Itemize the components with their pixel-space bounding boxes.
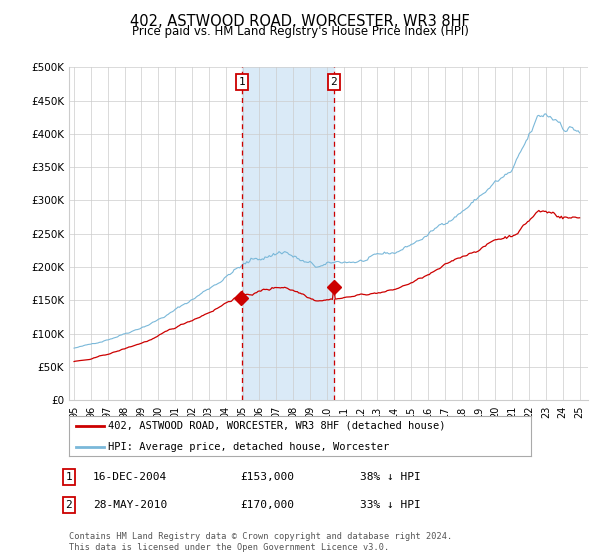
Text: 2: 2 — [331, 77, 337, 87]
Text: 16-DEC-2004: 16-DEC-2004 — [93, 472, 167, 482]
Text: 38% ↓ HPI: 38% ↓ HPI — [360, 472, 421, 482]
Text: 28-MAY-2010: 28-MAY-2010 — [93, 500, 167, 510]
Text: 402, ASTWOOD ROAD, WORCESTER, WR3 8HF (detached house): 402, ASTWOOD ROAD, WORCESTER, WR3 8HF (d… — [108, 421, 446, 431]
Text: This data is licensed under the Open Government Licence v3.0.: This data is licensed under the Open Gov… — [69, 543, 389, 552]
Text: Price paid vs. HM Land Registry's House Price Index (HPI): Price paid vs. HM Land Registry's House … — [131, 25, 469, 38]
Text: HPI: Average price, detached house, Worcester: HPI: Average price, detached house, Worc… — [108, 442, 389, 452]
Text: 2: 2 — [65, 500, 73, 510]
Bar — [242, 67, 334, 400]
Text: 1: 1 — [238, 77, 245, 87]
Text: 402, ASTWOOD ROAD, WORCESTER, WR3 8HF: 402, ASTWOOD ROAD, WORCESTER, WR3 8HF — [130, 14, 470, 29]
Text: £153,000: £153,000 — [240, 472, 294, 482]
Text: 33% ↓ HPI: 33% ↓ HPI — [360, 500, 421, 510]
Text: £170,000: £170,000 — [240, 500, 294, 510]
Text: 1: 1 — [65, 472, 73, 482]
Text: Contains HM Land Registry data © Crown copyright and database right 2024.: Contains HM Land Registry data © Crown c… — [69, 532, 452, 541]
